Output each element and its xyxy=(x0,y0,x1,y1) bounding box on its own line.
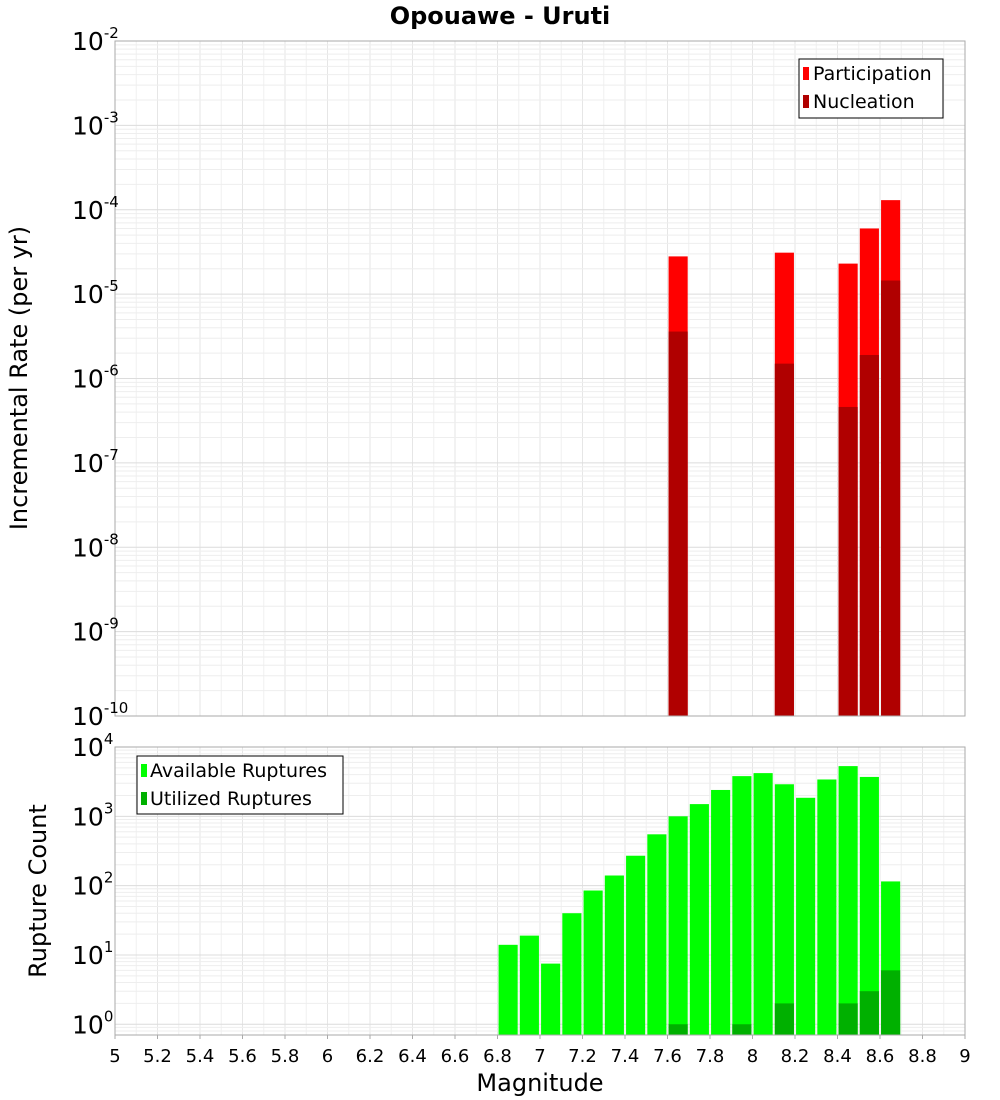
available-ruptures-bar xyxy=(689,804,709,1035)
rate-plot-frame xyxy=(114,40,966,717)
x-tick-label: 5.8 xyxy=(271,1046,300,1067)
rate-y-tick-label: 10-8 xyxy=(72,530,119,562)
available-ruptures-bar xyxy=(838,766,858,1035)
utilized-ruptures-bar xyxy=(838,1003,858,1035)
nucleation-bar xyxy=(774,363,794,716)
nucleation-legend-swatch xyxy=(803,95,809,108)
x-tick-label: 6.2 xyxy=(356,1046,385,1067)
rate-gridlines xyxy=(114,41,966,717)
available-ruptures-bar xyxy=(753,773,773,1035)
available-ruptures-bar xyxy=(668,816,688,1035)
x-tick-label: 7.8 xyxy=(696,1046,725,1067)
x-tick-label: 7 xyxy=(534,1046,545,1067)
available-ruptures-bar xyxy=(562,913,582,1035)
available-ruptures-bar xyxy=(519,935,539,1035)
available-ruptures-bar xyxy=(859,776,879,1035)
x-tick-label: 6.8 xyxy=(483,1046,512,1067)
x-tick-label: 5.2 xyxy=(143,1046,172,1067)
count-y-tick-label: 102 xyxy=(72,869,113,901)
x-tick-label: 8.8 xyxy=(908,1046,937,1067)
utilized-ruptures-bar xyxy=(774,1003,794,1035)
rate-y-tick-label: 10-9 xyxy=(72,615,119,647)
rate-y-tick-label: 10-5 xyxy=(72,277,119,309)
x-tick-label: 7.6 xyxy=(653,1046,682,1067)
count-legend-box xyxy=(136,755,344,815)
chart-title: Opouawe - Uruti xyxy=(390,2,611,30)
rate-panel: 10-10 10-9 10-8 10-7 10-6 10-5 10-4 10-3 10-2 In… xyxy=(5,24,966,731)
x-tick-labels: 5 5.2 5.4 5.6 5.8 6 6.2 6.4 6.6 6.8 7 7.2 7.4 7.6 7.8 8… xyxy=(109,1035,971,1067)
available-ruptures-bar xyxy=(774,784,794,1035)
rate-y-tick-label: 10-10 xyxy=(72,699,128,731)
rate-y-tick-label: 10-6 xyxy=(72,362,119,394)
count-y-tick-label: 100 xyxy=(72,1007,113,1039)
available-ruptures-bar xyxy=(647,834,667,1035)
available-ruptures-bar xyxy=(498,944,518,1035)
count-legend: Available Ruptures Utilized Ruptures xyxy=(136,755,344,815)
utilized-ruptures-bar xyxy=(859,991,879,1035)
nucleation-bar xyxy=(881,280,901,716)
rate-legend: Participation Nucleation xyxy=(798,58,944,119)
available-ruptures-bar xyxy=(796,797,816,1035)
x-tick-label: 8.4 xyxy=(823,1046,852,1067)
x-tick-label: 5.6 xyxy=(228,1046,257,1067)
participation-legend-swatch xyxy=(803,67,809,80)
participation-legend-label: Participation xyxy=(813,63,932,85)
nucleation-bar xyxy=(668,331,688,716)
x-tick-label: 8.2 xyxy=(781,1046,810,1067)
rate-y-tick-label: 10-2 xyxy=(72,24,119,56)
x-tick-label: 6.6 xyxy=(441,1046,470,1067)
available-ruptures-bar xyxy=(626,855,646,1035)
available-ruptures-bar xyxy=(732,776,752,1035)
x-tick-label: 6.4 xyxy=(398,1046,427,1067)
rate-legend-box xyxy=(798,58,944,119)
rate-y-axis-label: Incremental Rate (per yr) xyxy=(5,226,33,530)
x-tick-label: 7.4 xyxy=(611,1046,640,1067)
count-y-tick-labels: 100 101 102 103 104 xyxy=(72,730,113,1039)
rate-y-tick-label: 10-3 xyxy=(72,108,119,140)
count-y-tick-label: 104 xyxy=(72,730,113,762)
x-tick-label: 8 xyxy=(747,1046,758,1067)
utilized-ruptures-bar xyxy=(881,970,901,1035)
count-y-tick-label: 103 xyxy=(72,799,113,831)
available-ruptures-bar xyxy=(604,875,624,1035)
count-y-axis-label: Rupture Count xyxy=(24,804,52,978)
nucleation-bar xyxy=(859,354,879,716)
rate-y-tick-label: 10-4 xyxy=(72,193,119,225)
nucleation-bar xyxy=(838,406,858,716)
utilized-ruptures-legend-label: Utilized Ruptures xyxy=(150,788,312,810)
utilized-ruptures-bar xyxy=(732,1024,752,1035)
rate-y-tick-label: 10-7 xyxy=(72,446,119,478)
count-y-tick-label: 101 xyxy=(72,938,113,970)
available-ruptures-legend-swatch xyxy=(141,764,147,777)
x-tick-label: 7.2 xyxy=(568,1046,597,1067)
available-ruptures-legend-label: Available Ruptures xyxy=(150,760,327,782)
available-ruptures-bar xyxy=(711,789,731,1035)
rate-y-tick-labels: 10-10 10-9 10-8 10-7 10-6 10-5 10-4 10-3 10-2 xyxy=(72,24,128,731)
x-tick-label: 6 xyxy=(322,1046,333,1067)
x-tick-label: 8.6 xyxy=(866,1046,895,1067)
available-ruptures-bar xyxy=(817,779,837,1035)
available-ruptures-bar xyxy=(583,890,603,1035)
x-tick-label: 9 xyxy=(959,1046,970,1067)
rate-bars xyxy=(668,200,901,716)
x-tick-label: 5.4 xyxy=(186,1046,215,1067)
utilized-ruptures-bar xyxy=(668,1024,688,1035)
nucleation-legend-label: Nucleation xyxy=(813,91,915,113)
x-axis-label: Magnitude xyxy=(476,1069,603,1097)
count-panel: 100 101 102 103 104 5 5.2 5.4 5.6 5.8 6 6.2 6.4 6.6 6… xyxy=(24,730,971,1097)
x-tick-label: 5 xyxy=(109,1046,120,1067)
available-ruptures-bar xyxy=(541,963,561,1035)
utilized-ruptures-legend-swatch xyxy=(141,792,147,805)
count-bars xyxy=(498,766,901,1035)
